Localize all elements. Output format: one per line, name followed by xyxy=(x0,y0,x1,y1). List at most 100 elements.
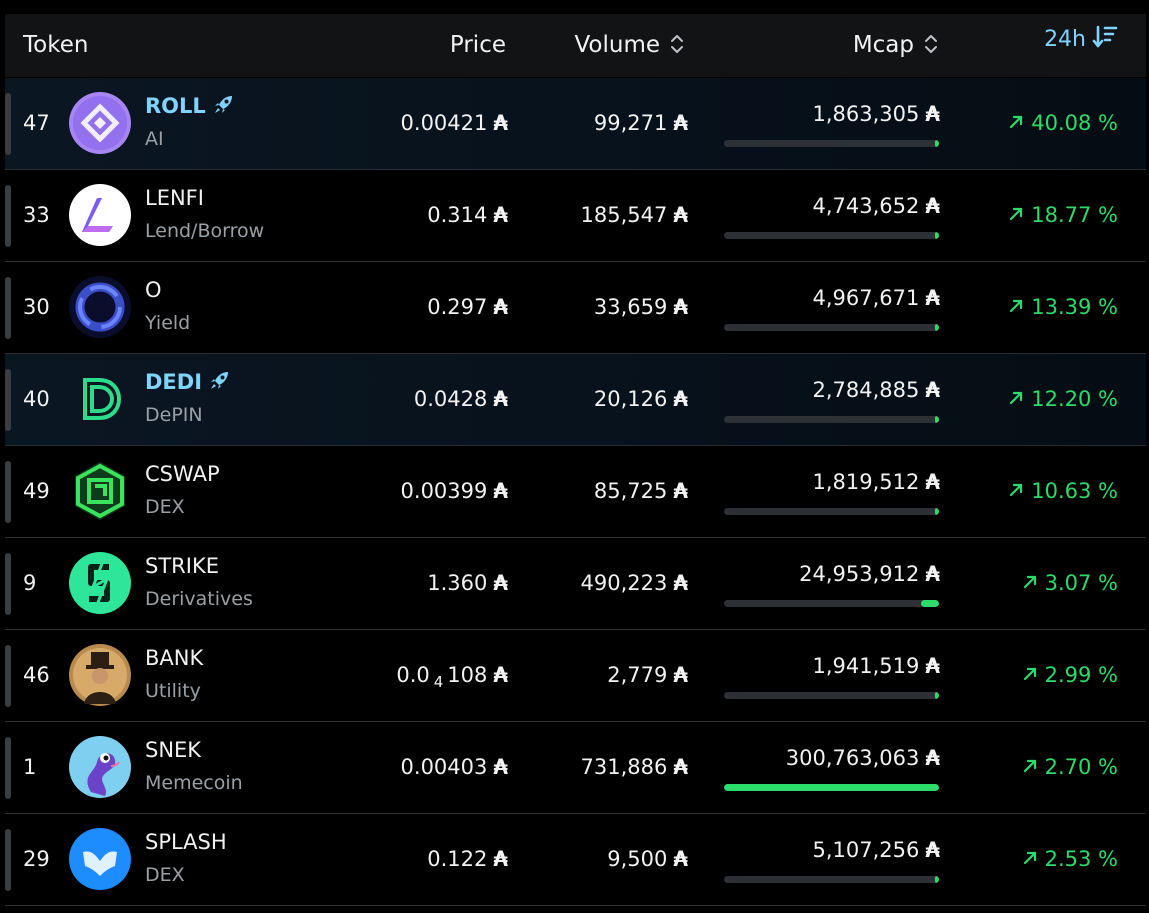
mcap-value: 1,819,512 xyxy=(812,470,920,494)
table-row[interactable]: 29 SPLASH DEX 0.122 ₳ 9,500 ₳ 5,107,256 ₳ 2… xyxy=(5,814,1146,906)
mcap-value: 24,953,912 xyxy=(799,562,920,586)
lenfi-logo xyxy=(69,184,131,246)
token-volume: 185,547 ₳ xyxy=(581,170,688,261)
rocket-icon xyxy=(214,96,232,113)
token-volume: 731,886 ₳ xyxy=(581,722,688,813)
mcap-bar xyxy=(724,600,939,607)
token-category: DEX xyxy=(145,496,185,518)
ada-symbol: ₳ xyxy=(673,663,688,687)
token-name[interactable]: O xyxy=(145,278,162,302)
mcap-header-label: Mcap xyxy=(852,32,914,58)
period-sort-toggle[interactable]: 24h xyxy=(1044,25,1118,55)
mcap-bar xyxy=(724,692,939,699)
mcap-bar-fill xyxy=(935,140,939,147)
change-value: 18.77 % xyxy=(1031,203,1118,227)
table-row[interactable]: 9 STRIKE Derivatives 1.360 ₳ 490,223 ₳ 24,… xyxy=(5,538,1146,630)
price-change-24h: 18.77 % xyxy=(1008,170,1118,261)
volume-value: 490,223 xyxy=(580,571,668,595)
ada-symbol: ₳ xyxy=(925,286,940,310)
token-name-text: O xyxy=(145,278,162,302)
roll-logo xyxy=(69,92,131,154)
mcap-value: 4,743,652 xyxy=(812,194,920,218)
mcap-bar-fill xyxy=(935,508,939,515)
change-value: 2.70 % xyxy=(1044,755,1118,779)
volume-value: 33,659 xyxy=(593,295,668,319)
table-row[interactable]: 40 DEDI DePIN 0.0428 ₳ 20,126 ₳ 2,784,885 ₳… xyxy=(5,354,1146,446)
splash-logo xyxy=(69,828,131,890)
token-name[interactable]: STRIKE xyxy=(145,554,219,578)
ada-symbol: ₳ xyxy=(493,847,508,871)
table-row[interactable]: 30 O Yield 0.297 ₳ 33,659 ₳ 4,967,671 ₳ 13.… xyxy=(5,262,1146,354)
token-name[interactable]: LENFI xyxy=(145,186,204,210)
token-name[interactable]: SPLASH xyxy=(145,830,227,854)
snek-logo xyxy=(69,736,131,798)
token-name[interactable]: BANK xyxy=(145,646,203,670)
row-edge-marker xyxy=(5,553,11,615)
token-price: 0.122 ₳ xyxy=(427,814,508,905)
table-row[interactable]: 46 BANK Utility 0.0 4 108 ₳ 2,779 ₳ 1,941,51… xyxy=(5,630,1146,722)
mcap-bar-fill xyxy=(935,876,939,883)
o-logo xyxy=(69,276,131,338)
mcap-bar-fill xyxy=(724,784,939,791)
row-edge-marker xyxy=(5,277,11,339)
volume-value: 2,779 xyxy=(607,663,668,687)
token-category: Derivatives xyxy=(145,588,253,610)
token-mcap: 5,107,256 ₳ xyxy=(812,838,940,862)
volume-value: 85,725 xyxy=(593,479,668,503)
row-edge-marker xyxy=(5,185,11,247)
mcap-column-header[interactable]: Mcap xyxy=(853,14,938,77)
mcap-value: 2,784,885 xyxy=(812,378,920,402)
token-price: 0.00403 ₳ xyxy=(401,722,508,813)
token-category: Yield xyxy=(145,312,191,334)
price-value: 0.122 xyxy=(427,847,488,871)
token-price: 0.314 ₳ xyxy=(427,170,508,261)
table-row[interactable]: 33 LENFI Lend/Borrow 0.314 ₳ 185,547 ₳ 4,7… xyxy=(5,170,1146,262)
strike-logo xyxy=(69,552,131,614)
token-name[interactable]: CSWAP xyxy=(145,462,220,486)
price-value-tail: 108 xyxy=(447,663,488,687)
dedi-logo xyxy=(69,368,131,430)
change-value: 10.63 % xyxy=(1031,479,1118,503)
table-row[interactable]: 1 SNEK Memecoin 0.00403 ₳ 731,886 ₳ 300,76… xyxy=(5,722,1146,814)
ada-symbol: ₳ xyxy=(493,755,508,779)
token-rank: 33 xyxy=(23,203,50,227)
sort-arrows-icon xyxy=(671,34,683,53)
table-row[interactable]: 47 ROLL AI 0.00421 ₳ 99,271 ₳ 1,863,305 ₳ 4… xyxy=(5,78,1146,170)
token-name[interactable]: SNEK xyxy=(145,738,201,762)
token-name-text: SPLASH xyxy=(145,830,227,854)
token-name-text: LENFI xyxy=(145,186,204,210)
sort-descending-icon xyxy=(1092,25,1118,48)
bank-logo xyxy=(69,644,131,706)
row-edge-marker xyxy=(5,645,11,707)
token-name[interactable]: ROLL xyxy=(145,94,236,118)
mcap-bar-fill xyxy=(935,232,939,239)
price-value-main: 0.0 xyxy=(396,663,430,687)
token-category: Memecoin xyxy=(145,772,243,794)
token-name[interactable]: DEDI xyxy=(145,370,232,394)
token-name-text: BANK xyxy=(145,646,204,670)
mcap-value: 4,967,671 xyxy=(812,286,920,310)
mcap-bar xyxy=(724,416,939,423)
change-value: 2.53 % xyxy=(1044,847,1118,871)
price-change-24h: 3.07 % xyxy=(1022,538,1118,629)
volume-column-header[interactable]: Volume xyxy=(574,14,684,77)
mcap-value: 300,763,063 xyxy=(785,746,920,770)
mcap-bar xyxy=(724,232,939,239)
row-edge-marker xyxy=(5,93,11,155)
ada-symbol: ₳ xyxy=(493,663,508,687)
arrow-up-right-icon xyxy=(1023,667,1036,681)
token-mcap: 1,819,512 ₳ xyxy=(812,470,940,494)
row-edge-marker xyxy=(5,829,11,891)
table-header: Token Price Volume Mcap 24h xyxy=(5,14,1146,77)
token-column-header[interactable]: Token xyxy=(23,32,89,58)
table-row[interactable]: 49 CSWAP DEX 0.00399 ₳ 85,725 ₳ 1,819,512 ₳… xyxy=(5,446,1146,538)
token-rank: 9 xyxy=(23,571,37,595)
ada-symbol: ₳ xyxy=(493,479,508,503)
ada-symbol: ₳ xyxy=(925,562,940,586)
token-volume: 20,126 ₳ xyxy=(594,354,688,445)
ada-symbol: ₳ xyxy=(925,746,940,770)
price-value: 0.0428 xyxy=(413,387,488,411)
price-column-header[interactable]: Price xyxy=(449,32,506,58)
ada-symbol: ₳ xyxy=(673,847,688,871)
